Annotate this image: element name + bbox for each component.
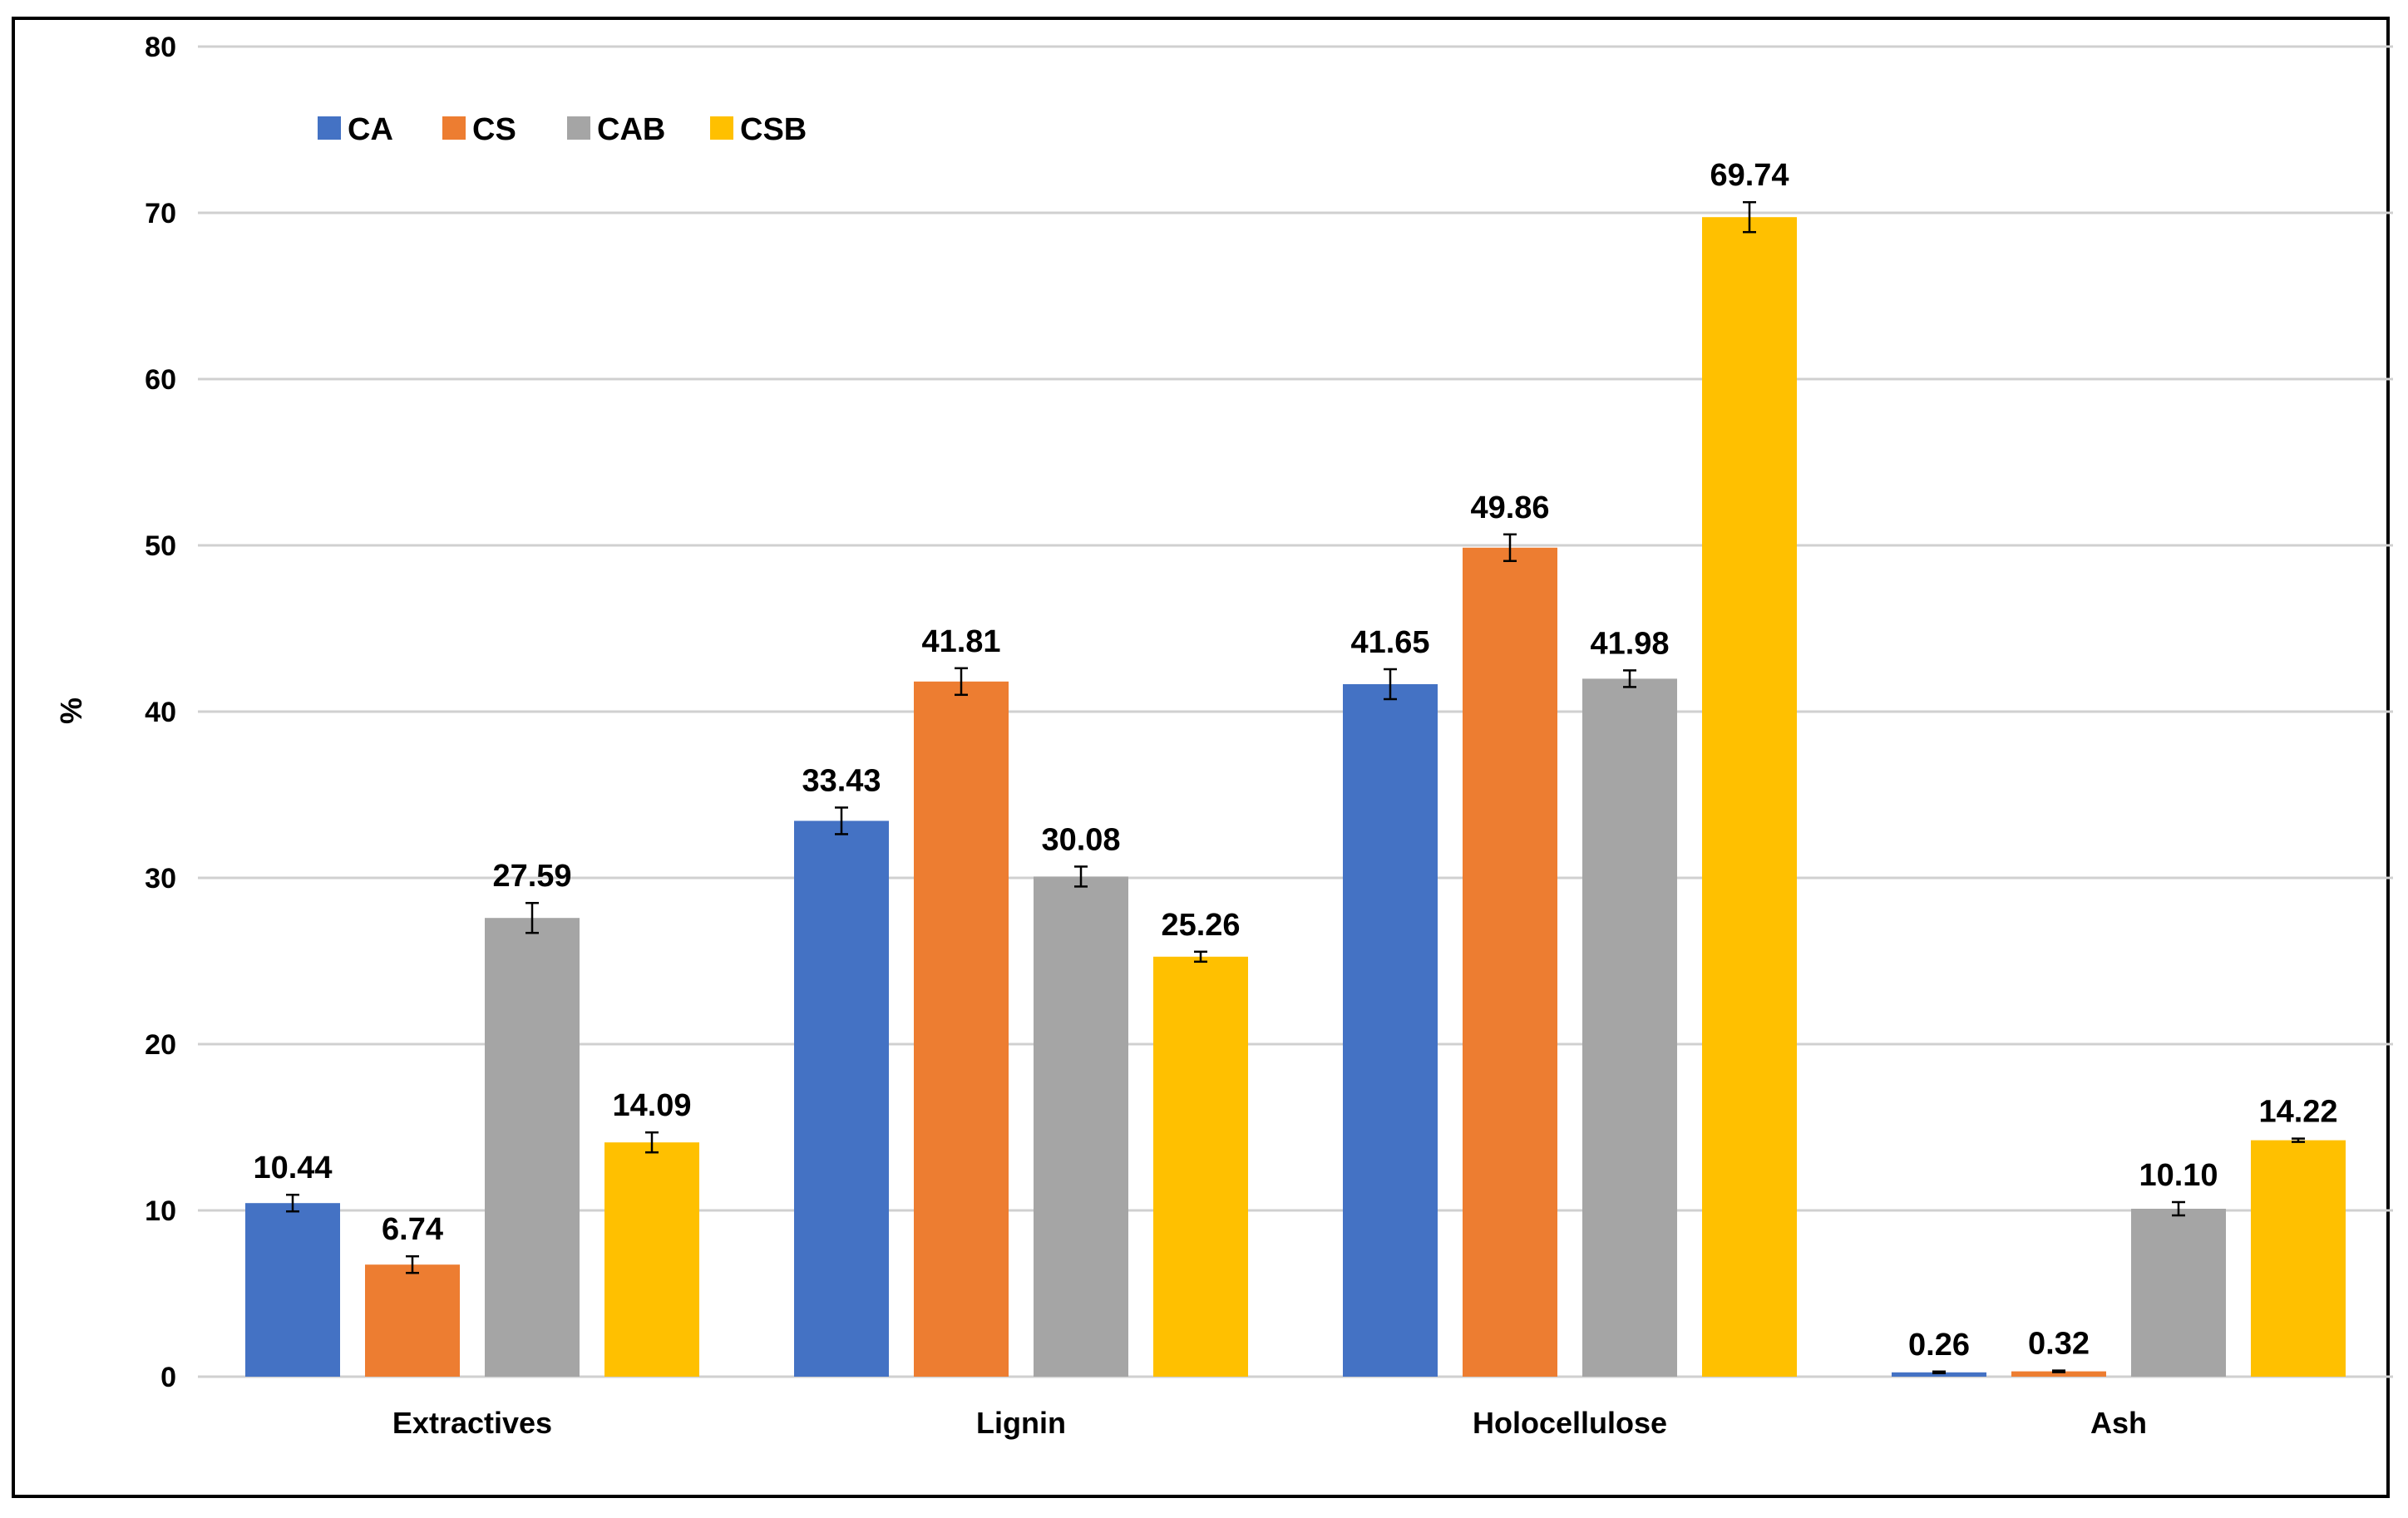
y-tick-label: 80 [145, 32, 176, 63]
y-tick-label: 0 [160, 1362, 176, 1393]
data-label-CS-Extractives: 6.74 [382, 1212, 443, 1247]
y-tick-label: 50 [145, 530, 176, 562]
data-label-CAB-Extractives: 27.59 [492, 859, 571, 894]
error-bar-CAB-Extractives [526, 901, 539, 934]
legend-item-CA: CA [318, 112, 393, 147]
bar-series [245, 217, 2346, 1378]
data-label-CS-Ash: 0.32 [2028, 1327, 2090, 1362]
bar-CAB-Holocellulose [1582, 678, 1677, 1377]
bar-CS-Holocellulose [1463, 547, 1557, 1377]
legend: CA CS CAB CSB [318, 112, 807, 147]
bar-CSB-Ash [2251, 1140, 2346, 1377]
error-bar-CA-Holocellulose [1384, 668, 1397, 701]
error-bars [286, 200, 2305, 1375]
error-bar-CAB-Ash [2172, 1200, 2185, 1217]
data-label-CA-Ash: 0.26 [1908, 1328, 1970, 1363]
data-labels: 10.44 6.74 27.59 14.09 33.43 41.81 30.08 25.26 4… [253, 158, 2337, 1363]
y-axis-ticks: 0 10 20 30 40 50 60 70 80 [145, 32, 176, 1393]
error-bar-CSB-Lignin [1194, 950, 1207, 964]
data-label-CA-Lignin: 33.43 [802, 763, 881, 798]
bar-CAB-Extractives [485, 918, 580, 1377]
bar-CAB-Lignin [1034, 876, 1128, 1377]
bar-CA-Extractives [245, 1203, 340, 1377]
bar-CSB-Holocellulose [1702, 217, 1797, 1378]
bar-CS-Ash [2011, 1371, 2106, 1377]
data-label-CAB-Lignin: 30.08 [1041, 822, 1120, 857]
bar-CAB-Ash [2131, 1209, 2226, 1377]
error-bar-CSB-Holocellulose [1743, 200, 1756, 234]
error-bar-CS-Lignin [955, 667, 968, 697]
x-tick-label: Extractives [392, 1406, 552, 1440]
error-bar-CSB-Extractives [645, 1131, 659, 1154]
legend-swatch [567, 116, 590, 140]
data-label-CA-Extractives: 10.44 [253, 1151, 332, 1185]
x-tick-label: Holocellulose [1473, 1406, 1667, 1440]
data-label-CS-Holocellulose: 49.86 [1470, 490, 1549, 525]
legend-label: CAB [597, 112, 665, 147]
error-bar-CA-Extractives [286, 1193, 299, 1213]
data-label-CSB-Extractives: 14.09 [612, 1088, 691, 1123]
data-label-CA-Holocellulose: 41.65 [1350, 625, 1429, 660]
y-tick-label: 70 [145, 198, 176, 229]
y-tick-label: 20 [145, 1029, 176, 1061]
data-label-CSB-Ash: 14.22 [2258, 1095, 2337, 1130]
legend-label: CSB [740, 112, 807, 147]
y-axis-label: % [54, 697, 88, 724]
bar-CA-Holocellulose [1343, 684, 1438, 1377]
y-tick-label: 30 [145, 863, 176, 895]
legend-swatch [442, 116, 466, 140]
error-bar-CAB-Lignin [1074, 865, 1088, 888]
error-bar-CA-Ash [1932, 1370, 1946, 1375]
y-tick-label: 10 [145, 1195, 176, 1227]
data-label-CAB-Holocellulose: 41.98 [1590, 626, 1669, 661]
error-bar-CA-Lignin [835, 806, 848, 835]
bar-CSB-Extractives [604, 1142, 699, 1377]
y-tick-label: 60 [145, 364, 176, 396]
error-bar-CSB-Ash [2292, 1137, 2305, 1143]
legend-item-CAB: CAB [567, 112, 665, 147]
x-tick-label: Lignin [976, 1406, 1066, 1440]
bar-CSB-Lignin [1153, 956, 1248, 1377]
error-bar-CS-Ash [2052, 1369, 2065, 1373]
bar-CS-Lignin [914, 681, 1009, 1377]
legend-swatch [318, 116, 341, 140]
bar-CA-Lignin [794, 821, 889, 1377]
data-label-CAB-Ash: 10.10 [2139, 1158, 2218, 1193]
error-bar-CS-Extractives [406, 1254, 419, 1274]
bar-CS-Extractives [365, 1264, 460, 1377]
error-bar-CAB-Holocellulose [1623, 669, 1636, 688]
legend-label: CA [348, 112, 393, 147]
bar-CA-Ash [1892, 1372, 1986, 1377]
legend-label: CS [472, 112, 516, 147]
legend-item-CSB: CSB [710, 112, 807, 147]
y-tick-label: 40 [145, 697, 176, 728]
legend-item-CS: CS [442, 112, 516, 147]
x-tick-label: Ash [2090, 1406, 2147, 1440]
legend-swatch [710, 116, 733, 140]
data-label-CS-Lignin: 41.81 [921, 624, 1000, 659]
data-label-CSB-Lignin: 25.26 [1161, 908, 1240, 943]
x-axis-categories: Extractives Lignin Holocellulose Ash [392, 1406, 2147, 1440]
data-label-CSB-Holocellulose: 69.74 [1710, 158, 1789, 193]
error-bar-CS-Holocellulose [1503, 533, 1517, 563]
